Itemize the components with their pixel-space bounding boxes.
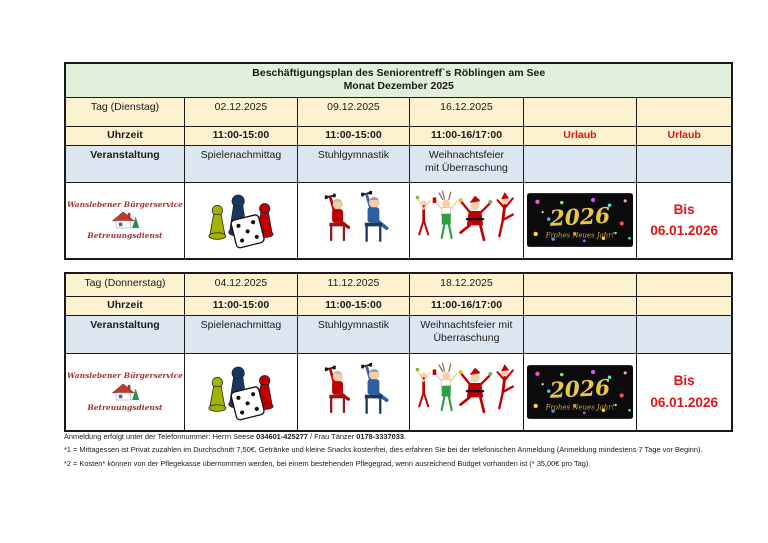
closure-line1: Bis bbox=[673, 201, 695, 217]
event-cell: Weihnachtsfeier mit Überraschung bbox=[408, 144, 524, 183]
time-cell: 11:00-15:00 bbox=[296, 125, 410, 146]
event-cell bbox=[522, 314, 637, 354]
phone-number-taenzer: 0178-3337033 bbox=[356, 432, 404, 441]
veranstaltung-label: Veranstaltung bbox=[64, 314, 185, 354]
fireworks-2026-image: 2026 Frohes Neues Jahr! bbox=[526, 364, 633, 419]
chair-gymnastics-icon bbox=[325, 191, 389, 243]
closure-line2: 06.01.2026 bbox=[650, 394, 718, 410]
date-cell bbox=[522, 96, 637, 127]
time-cell: 11:00-15:00 bbox=[183, 125, 298, 146]
logo-cell: Wanslebener Bürgerservice Betreuungsdien… bbox=[64, 352, 185, 432]
logo-cell: Wanslebener Bürgerservice Betreuungsdien… bbox=[64, 181, 185, 260]
fireworks-2026-image: 2026 Frohes Neues Jahr! bbox=[526, 193, 633, 248]
schedule-table-donnerstag: Tag (Donnerstag) 04.12.2025 11.12.2025 1… bbox=[64, 272, 734, 432]
tag-label: Tag (Donnerstag) bbox=[64, 272, 185, 297]
event-cell bbox=[635, 144, 733, 183]
closure-cell: Bis 06.01.2026 bbox=[635, 352, 733, 432]
date-cell bbox=[635, 272, 733, 297]
footnote-2: *2 = Kosten* können von der Pflegekasse … bbox=[64, 458, 591, 468]
date-cell bbox=[522, 272, 637, 297]
newyear-year-text: 2026 bbox=[548, 376, 611, 404]
christmas-party-icon bbox=[416, 190, 515, 242]
urlaub-cell: Urlaub bbox=[522, 125, 637, 146]
time-cell bbox=[635, 295, 733, 316]
footnote-1: *1 = Mittagessen ist Privat zuzahlen im … bbox=[64, 445, 703, 455]
title-line2: Monat Dezember 2025 bbox=[343, 80, 454, 93]
closure-cell: Bis 06.01.2026 bbox=[635, 181, 733, 260]
schedule-table-dienstag: Beschäftigungsplan des Seniorentreff`s R… bbox=[64, 62, 734, 260]
newyear-greeting-text: Frohes Neues Jahr! bbox=[545, 403, 615, 411]
newyear-2026-cell: 2026 Frohes Neues Jahr! bbox=[522, 181, 637, 260]
footnotes: Anmeldung erfolgt unter der Telefonnumme… bbox=[64, 430, 724, 470]
date-cell: 02.12.2025 bbox=[183, 96, 298, 127]
closure-line2: 06.01.2026 bbox=[650, 223, 718, 239]
event-cell bbox=[522, 144, 637, 183]
date-cell: 11.12.2025 bbox=[296, 272, 410, 297]
newyear-greeting-text: Frohes Neues Jahr! bbox=[545, 232, 615, 240]
christmas-party-icon bbox=[416, 362, 515, 413]
logo-top-text: Wanslebener Bürgerservice bbox=[67, 199, 183, 209]
date-cell: 18.12.2025 bbox=[408, 272, 524, 297]
event-cell bbox=[635, 314, 733, 354]
chair-gym-cell bbox=[296, 181, 410, 260]
newyear-year-text: 2026 bbox=[548, 204, 611, 232]
time-cell: 11:00-15:00 bbox=[296, 295, 410, 316]
event-cell: Spielenachmittag bbox=[183, 314, 298, 354]
logo-bottom-text: Betreuungsdienst bbox=[87, 402, 163, 412]
urlaub-cell: Urlaub bbox=[635, 125, 733, 146]
time-cell bbox=[522, 295, 637, 316]
christmas-party-cell bbox=[408, 352, 524, 432]
game-pieces-dice-icon bbox=[208, 366, 274, 421]
logo-bottom-text: Betreuungsdienst bbox=[87, 231, 163, 241]
date-cell bbox=[635, 96, 733, 127]
event-cell: Stuhlgymnastik bbox=[296, 314, 410, 354]
footnote-contact: Anmeldung erfolgt unter der Telefonnumme… bbox=[64, 430, 724, 443]
uhrzeit-label: Uhrzeit bbox=[64, 295, 185, 316]
logo-top-text: Wanslebener Bürgerservice bbox=[67, 371, 183, 381]
christmas-party-cell bbox=[408, 181, 524, 260]
game-pieces-dice-icon bbox=[208, 194, 274, 249]
newyear-2026-cell: 2026 Frohes Neues Jahr! bbox=[522, 352, 637, 432]
house-logo-icon bbox=[111, 211, 140, 229]
date-cell: 09.12.2025 bbox=[296, 96, 410, 127]
closure-line1: Bis bbox=[673, 373, 695, 389]
title-line1: Beschäftigungsplan des Seniorentreff`s R… bbox=[252, 67, 546, 80]
time-cell: 11:00-15:00 bbox=[183, 295, 298, 316]
footnote-contact-text: / Frau Tänzer bbox=[307, 432, 357, 441]
game-afternoon-cell bbox=[183, 181, 298, 260]
time-cell: 11:00-16/17:00 bbox=[408, 295, 524, 316]
footnote-contact-text: . bbox=[403, 432, 407, 441]
document-title: Beschäftigungsplan des Seniorentreff`s R… bbox=[64, 62, 733, 98]
event-cell: Weihnachtsfeier mit Überraschung bbox=[408, 314, 524, 354]
footnote-contact-text: Anmeldung erfolgt unter der Telefonnumme… bbox=[64, 432, 257, 441]
house-logo-icon bbox=[111, 383, 140, 401]
event-cell: Spielenachmittag bbox=[183, 144, 298, 183]
date-cell: 04.12.2025 bbox=[183, 272, 298, 297]
tag-label: Tag (Dienstag) bbox=[64, 96, 185, 127]
chair-gymnastics-icon bbox=[325, 362, 389, 414]
chair-gym-cell bbox=[296, 352, 410, 432]
uhrzeit-label: Uhrzeit bbox=[64, 125, 185, 146]
event-cell: Stuhlgymnastik bbox=[296, 144, 410, 183]
date-cell: 16.12.2025 bbox=[408, 96, 524, 127]
veranstaltung-label: Veranstaltung bbox=[64, 144, 185, 183]
phone-number-seese: 034601-425277 bbox=[256, 432, 308, 441]
time-cell: 11:00-16/17:00 bbox=[408, 125, 524, 146]
game-afternoon-cell bbox=[183, 352, 298, 432]
